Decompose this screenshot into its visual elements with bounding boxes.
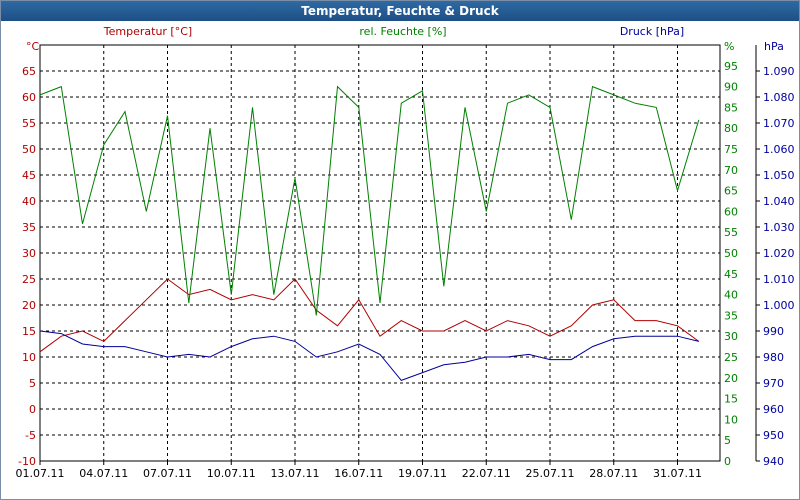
x-tick-label: 22.07.11 — [462, 467, 511, 480]
temperature-ticks: -10 -5 0 5 10 15 20 25 30 35 40 45 50 55 60 65 — [18, 65, 36, 468]
temperature-tick-label: 20 — [22, 299, 36, 312]
x-ticks: 01.07.11 04.07.11 07.07.11 10.07.11 13.07.11… — [16, 461, 702, 480]
humidity-tick-label: 20 — [724, 372, 738, 385]
temperature-tick-label: 55 — [22, 117, 36, 130]
pressure-tick-label: 1.020 — [763, 247, 795, 260]
humidity-tick-label: 75 — [724, 143, 738, 156]
pressure-unit: hPa — [764, 40, 784, 53]
pressure-tick-label: 960 — [763, 403, 784, 416]
temperature-tick-label: 30 — [22, 247, 36, 260]
x-tick-label: 07.07.11 — [143, 467, 192, 480]
temperature-tick-label: 50 — [22, 143, 36, 156]
temperature-tick-label: -10 — [18, 455, 36, 468]
humidity-unit: % — [724, 40, 734, 53]
humidity-tick-label: 35 — [724, 309, 738, 322]
humidity-tick-label: 30 — [724, 330, 738, 343]
pressure-tick-label: 970 — [763, 377, 784, 390]
humidity-tick-label: 15 — [724, 393, 738, 406]
x-tick-label: 04.07.11 — [79, 467, 128, 480]
x-tick-label: 28.07.11 — [589, 467, 638, 480]
pressure-ticks: 940 950 960 970 980 990 1.000 1.010 1.020 1.030 1.… — [756, 65, 795, 468]
x-tick-label: 31.07.11 — [653, 467, 702, 480]
humidity-tick-label: 85 — [724, 101, 738, 114]
humidity-tick-label: 90 — [724, 81, 738, 94]
temperature-tick-label: 45 — [22, 169, 36, 182]
grid — [40, 45, 720, 461]
pressure-tick-label: 1.050 — [763, 169, 795, 182]
temperature-tick-label: 40 — [22, 195, 36, 208]
x-tick-label: 25.07.11 — [526, 467, 575, 480]
pressure-tick-label: 1.040 — [763, 195, 795, 208]
pressure-line — [39, 330, 699, 381]
humidity-tick-label: 5 — [724, 434, 731, 447]
pressure-tick-label: 1.010 — [763, 273, 795, 286]
window-title: Temperatur, Feuchte & Druck — [1, 1, 799, 21]
humidity-tick-label: 0 — [724, 455, 731, 468]
x-tick-label: 13.07.11 — [271, 467, 320, 480]
humidity-tick-label: 55 — [724, 226, 738, 239]
humidity-tick-label: 60 — [724, 205, 738, 218]
humidity-tick-label: 70 — [724, 164, 738, 177]
humidity-tick-label: 40 — [724, 289, 738, 302]
temperature-tick-label: 60 — [22, 91, 36, 104]
temperature-tick-label: 35 — [22, 221, 36, 234]
humidity-line — [39, 85, 700, 316]
x-tick-label: 19.07.11 — [398, 467, 447, 480]
x-tick-label: 16.07.11 — [334, 467, 383, 480]
humidity-tick-label: 25 — [724, 351, 738, 364]
pressure-tick-label: 1.070 — [763, 117, 795, 130]
pressure-tick-label: 1.030 — [763, 221, 795, 234]
humidity-axis-label: rel. Feuchte [%] — [359, 25, 446, 38]
temperature-tick-label: 0 — [29, 403, 36, 416]
pressure-tick-label: 1.080 — [763, 91, 795, 104]
temperature-tick-label: 65 — [22, 65, 36, 78]
pressure-axis-label: Druck [hPa] — [620, 25, 684, 38]
humidity-tick-label: 95 — [724, 60, 738, 73]
pressure-tick-label: 1.000 — [763, 299, 795, 312]
humidity-tick-label: 50 — [724, 247, 738, 260]
humidity-tick-label: 45 — [724, 268, 738, 281]
humidity-tick-label: 80 — [724, 122, 738, 135]
pressure-tick-label: 980 — [763, 351, 784, 364]
humidity-ticks: 0 5 10 15 20 25 30 35 40 45 50 55 60 65 70 75 80 85 90 95 — [724, 45, 757, 468]
series-lines — [39, 85, 700, 381]
temperature-line — [39, 278, 700, 353]
plot-frame — [39, 44, 721, 462]
temperature-tick-label: 10 — [22, 351, 36, 364]
temperature-tick-label: -5 — [25, 429, 36, 442]
humidity-tick-label: 65 — [724, 185, 738, 198]
x-tick-label: 01.07.11 — [16, 467, 65, 480]
temperature-tick-label: 5 — [29, 377, 36, 390]
pressure-tick-label: 1.060 — [763, 143, 795, 156]
temperature-tick-label: 25 — [22, 273, 36, 286]
pressure-tick-label: 940 — [763, 455, 784, 468]
temperature-unit: °C — [26, 40, 40, 53]
pressure-tick-label: 1.090 — [763, 65, 795, 78]
x-tick-label: 10.07.11 — [207, 467, 256, 480]
pressure-tick-label: 990 — [763, 325, 784, 338]
humidity-tick-label: 10 — [724, 413, 738, 426]
pressure-tick-label: 950 — [763, 429, 784, 442]
temperature-tick-label: 15 — [22, 325, 36, 338]
temperature-axis-label: Temperatur [°C] — [103, 25, 192, 38]
